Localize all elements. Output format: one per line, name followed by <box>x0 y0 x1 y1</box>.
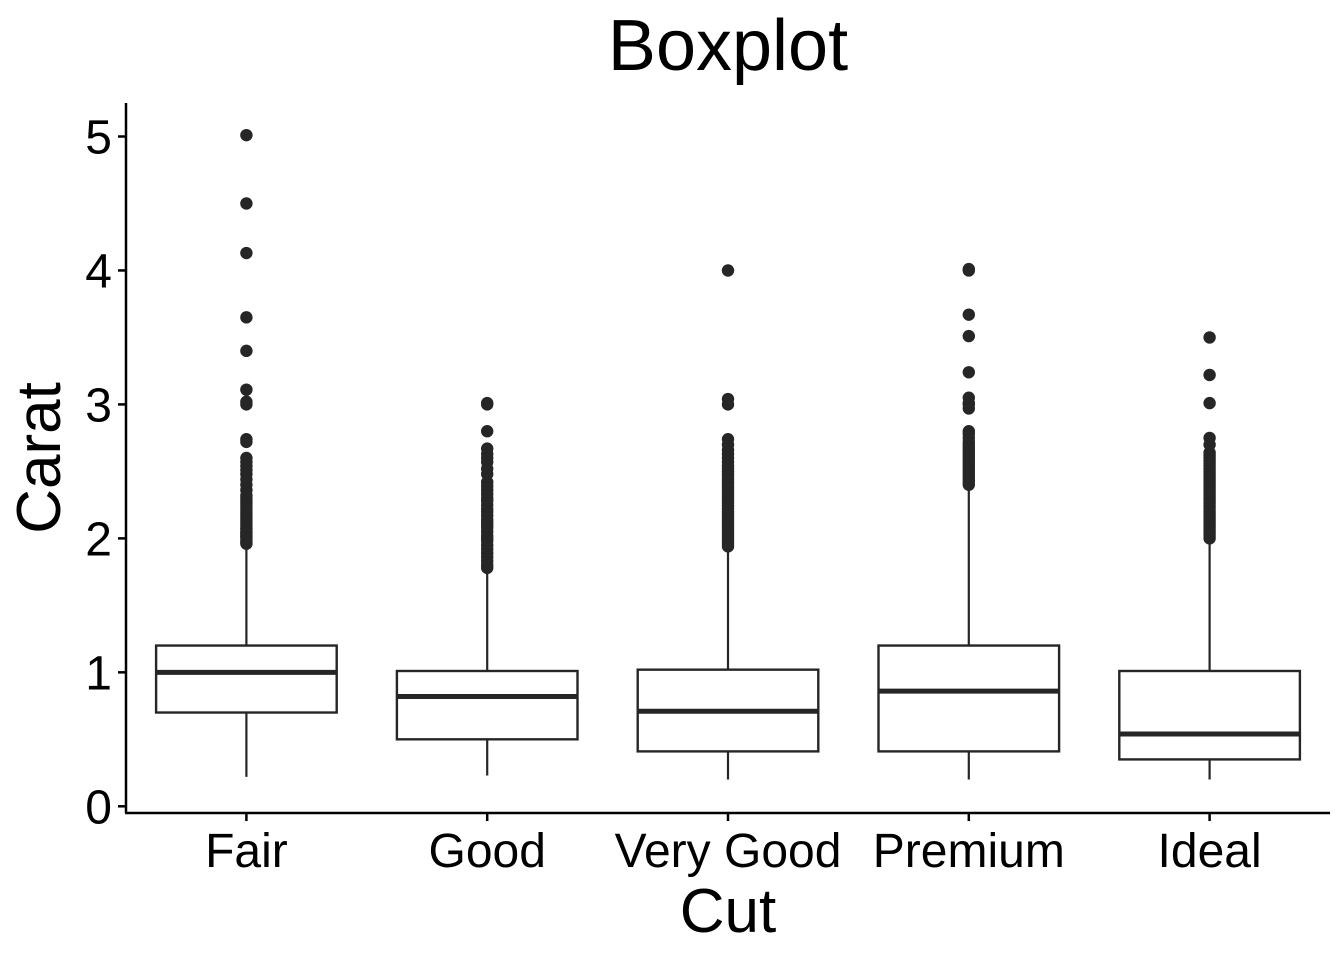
iqr-box <box>1118 669 1302 761</box>
y-tick-label: 4 <box>85 245 112 298</box>
outlier-point <box>1203 396 1216 410</box>
outlier-point <box>481 442 494 455</box>
chart-title: Boxplot <box>608 6 848 86</box>
outlier-point <box>240 197 253 210</box>
outlier-point <box>240 311 253 324</box>
iqr-box <box>877 644 1061 753</box>
y-tick-label: 1 <box>85 647 112 700</box>
y-tick-label: 5 <box>85 111 112 164</box>
box-fair: Fair <box>154 128 338 878</box>
x-tick-label: Very Good <box>615 825 842 878</box>
iqr-box <box>154 644 338 714</box>
box-good: Good <box>395 396 579 878</box>
outlier-point <box>1203 431 1216 445</box>
x-tick-label: Good <box>428 825 545 878</box>
y-tick-label: 0 <box>85 781 112 834</box>
outlier-point <box>962 262 975 276</box>
outlier-point <box>240 451 253 465</box>
x-axis-title: Cut <box>680 877 776 946</box>
outlier-point <box>721 433 735 446</box>
y-axis-title: Carat <box>5 382 74 534</box>
box-very-good: Very Good <box>615 264 842 878</box>
outlier-point <box>962 329 975 343</box>
outlier-point <box>240 383 253 396</box>
outlier-point <box>240 433 253 446</box>
outlier-point <box>481 425 494 438</box>
outlier-point <box>721 264 735 277</box>
outlier-point <box>240 246 253 260</box>
x-tick-label: Ideal <box>1158 825 1262 878</box>
iqr-box <box>395 669 579 741</box>
outlier-point <box>240 395 253 408</box>
outlier-point <box>962 308 975 321</box>
outlier-point <box>1203 368 1216 382</box>
outlier-point <box>240 128 253 142</box>
outlier-point <box>962 425 975 438</box>
y-tick-label: 2 <box>85 513 112 566</box>
outlier-point <box>721 392 735 406</box>
outlier-point <box>1203 331 1216 344</box>
outlier-point <box>481 396 494 410</box>
box-premium: Premium <box>873 262 1065 878</box>
x-tick-label: Fair <box>205 825 288 878</box>
outlier-point <box>962 366 975 379</box>
outlier-point <box>240 344 253 358</box>
x-tick-label: Premium <box>873 825 1065 878</box>
box-ideal: Ideal <box>1118 331 1302 878</box>
y-tick-label: 3 <box>85 379 112 432</box>
plot-area: 0 1 2 3 4 5 Fair Good Very Good Premium Ideal <box>85 103 1330 878</box>
outlier-point <box>962 391 975 404</box>
